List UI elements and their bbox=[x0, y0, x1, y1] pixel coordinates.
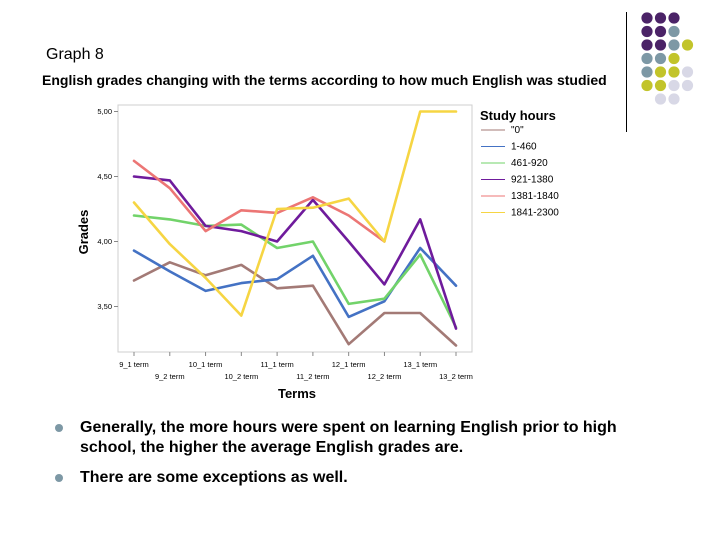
bullet-icon bbox=[55, 424, 63, 432]
series-line bbox=[132, 175, 458, 330]
y-tick-label: 4,00 bbox=[97, 237, 112, 246]
series-line bbox=[132, 214, 458, 329]
decorative-dot bbox=[654, 12, 667, 24]
decorative-dot bbox=[654, 79, 667, 92]
y-axis-ticks: 5,00 4,50 4,00 3,50 bbox=[97, 107, 118, 311]
decorative-dot bbox=[668, 66, 680, 78]
x-tick-label: 9_2 term bbox=[155, 372, 185, 381]
decorative-dot bbox=[641, 25, 653, 38]
legend-label: 461-920 bbox=[511, 158, 548, 169]
series-layer bbox=[132, 110, 458, 347]
bullet-item: There are some exceptions as well. bbox=[54, 468, 674, 488]
bullet-text: Generally, the more hours were spent on … bbox=[80, 419, 617, 456]
bullet-icon bbox=[55, 474, 63, 482]
legend: Study hours "0" 1-460 461-920 921-1380 1381-… bbox=[480, 108, 559, 219]
decorative-dot bbox=[641, 12, 653, 24]
decorative-dot bbox=[668, 79, 680, 92]
decorative-dot bbox=[681, 39, 694, 51]
series-line bbox=[132, 159, 386, 243]
series-line bbox=[132, 110, 458, 317]
decorative-dot bbox=[668, 25, 680, 38]
decorative-dot bbox=[654, 25, 667, 38]
y-axis-label: Grades bbox=[76, 210, 91, 255]
bullet-item: Generally, the more hours were spent on … bbox=[54, 418, 674, 458]
x-tick-label: 13_2 term bbox=[439, 372, 473, 381]
slide-label: Graph 8 bbox=[46, 46, 104, 63]
x-tick-label: 9_1 term bbox=[119, 360, 149, 369]
legend-label: 1381-1840 bbox=[511, 191, 559, 202]
bullet-list: Generally, the more hours were spent on … bbox=[54, 418, 674, 498]
decorative-dot bbox=[668, 93, 680, 105]
chart-title: English grades changing with the terms a… bbox=[42, 72, 607, 88]
x-tick-label: 12_2 term bbox=[368, 372, 402, 381]
y-tick-label: 5,00 bbox=[97, 107, 112, 116]
legend-label: "0" bbox=[511, 125, 524, 136]
x-tick-label: 13_1 term bbox=[403, 360, 437, 369]
series-line bbox=[132, 261, 458, 347]
decorative-dot bbox=[681, 79, 694, 92]
y-tick-label: 3,50 bbox=[97, 302, 112, 311]
plot-area bbox=[117, 104, 473, 353]
decorative-dot bbox=[654, 66, 667, 78]
bullet-text: There are some exceptions as well. bbox=[80, 469, 348, 486]
decorative-dot bbox=[654, 39, 667, 51]
decorative-dot bbox=[641, 52, 653, 65]
decorative-dot bbox=[668, 52, 680, 65]
legend-label: 921-1380 bbox=[511, 175, 554, 186]
plot-frame bbox=[117, 104, 473, 353]
x-tick-label: 10_1 term bbox=[189, 360, 223, 369]
decorative-divider bbox=[626, 12, 627, 132]
decorative-dot bbox=[654, 93, 667, 105]
line-chart: 5,00 4,50 4,00 3,50 9_1 term 9_2 term 10_1 te… bbox=[76, 104, 559, 401]
decorative-dot bbox=[654, 52, 667, 65]
y-tick-label: 4,50 bbox=[97, 172, 112, 181]
x-tick-label: 11_2 term bbox=[296, 372, 329, 381]
x-tick-label: 11_1 term bbox=[261, 360, 294, 369]
decorative-dot-grid bbox=[641, 12, 694, 105]
x-axis-label: Terms bbox=[278, 386, 316, 401]
decorative-dot bbox=[641, 79, 653, 92]
decorative-dot bbox=[681, 66, 694, 78]
decorative-dot bbox=[668, 39, 680, 51]
x-tick-label: 10_2 term bbox=[224, 372, 258, 381]
legend-label: 1841-2300 bbox=[511, 208, 559, 219]
decorative-dot bbox=[668, 12, 680, 24]
decorative-dot bbox=[641, 66, 653, 78]
decorative-dot bbox=[641, 39, 653, 51]
legend-label: 1-460 bbox=[511, 142, 537, 153]
legend-title: Study hours bbox=[480, 108, 556, 123]
x-tick-label: 12_1 term bbox=[332, 360, 366, 369]
